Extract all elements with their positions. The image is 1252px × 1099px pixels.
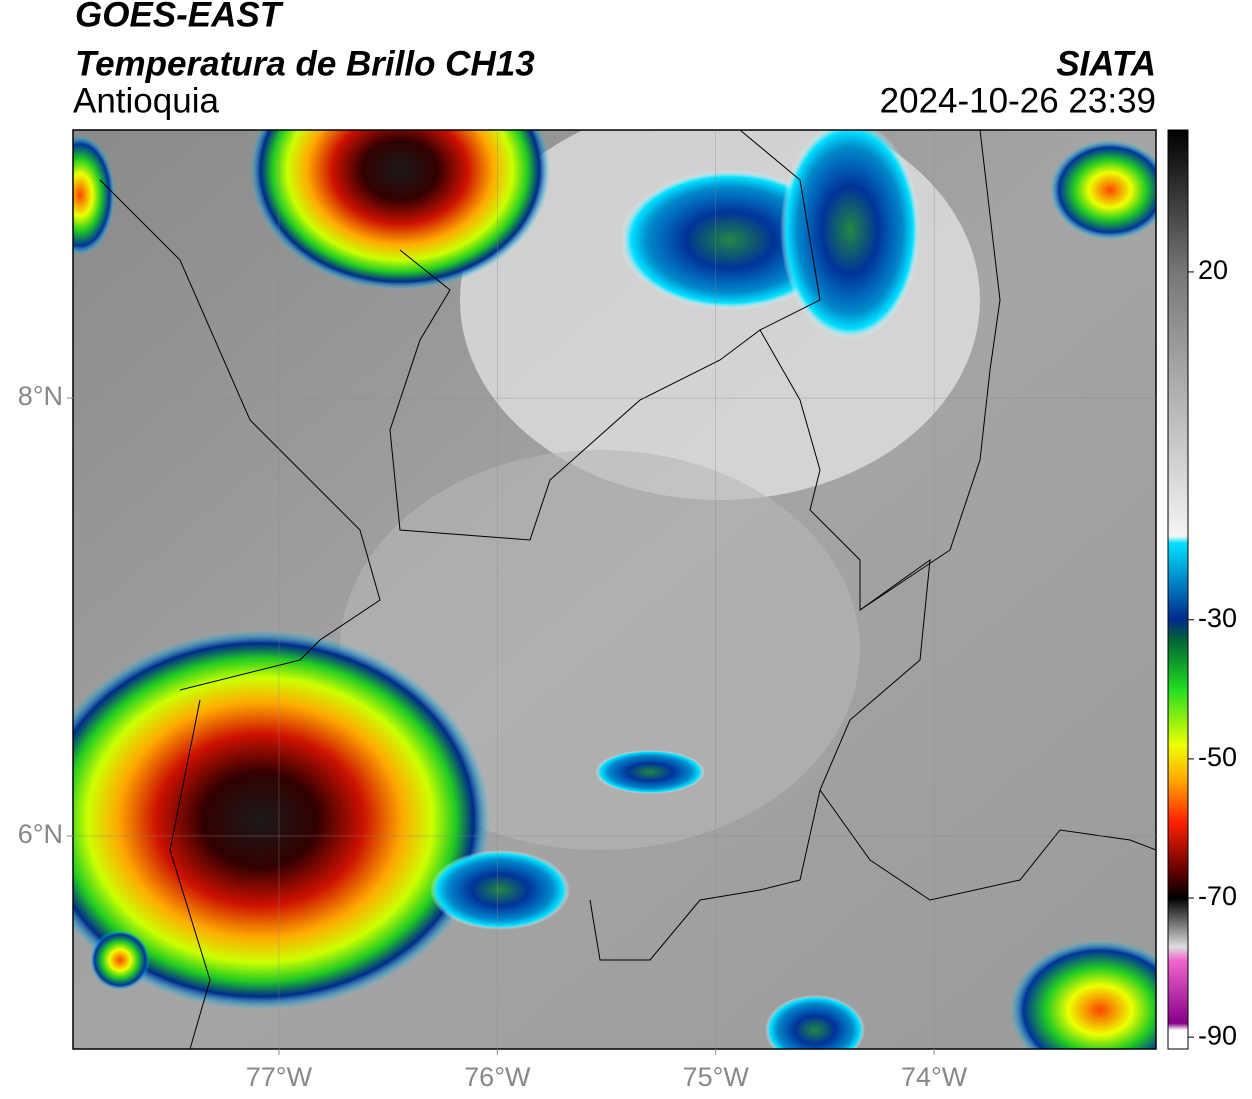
x-tick-label: 77°W [246, 1062, 313, 1092]
colorbar-tick-label: -90 [1198, 1020, 1237, 1050]
source: SIATA [1056, 44, 1156, 83]
timestamp: 2024-10-26 23:39 [880, 81, 1156, 120]
colorbar-tick-label: -50 [1198, 742, 1237, 772]
colorbar-tick-label: 20 [1198, 255, 1228, 285]
colorbar [1167, 129, 1189, 1050]
y-tick-label: 6°N [18, 819, 63, 849]
colorbar-tick-label: -30 [1198, 603, 1237, 633]
x-tick-label: 75°W [683, 1062, 750, 1092]
title: GOES-EAST [75, 0, 284, 34]
x-tick-label: 74°W [901, 1062, 968, 1092]
colorbar-tick-label: -70 [1198, 881, 1237, 911]
subtitle: Temperatura de Brillo CH13 [75, 44, 535, 83]
y-tick-label: 8°N [18, 381, 63, 411]
satellite-image [73, 130, 1156, 1049]
region: Antioquia [73, 81, 219, 120]
x-tick-label: 76°W [464, 1062, 531, 1092]
boundaries [99, 130, 1156, 1049]
map-frame [72, 129, 1157, 1050]
